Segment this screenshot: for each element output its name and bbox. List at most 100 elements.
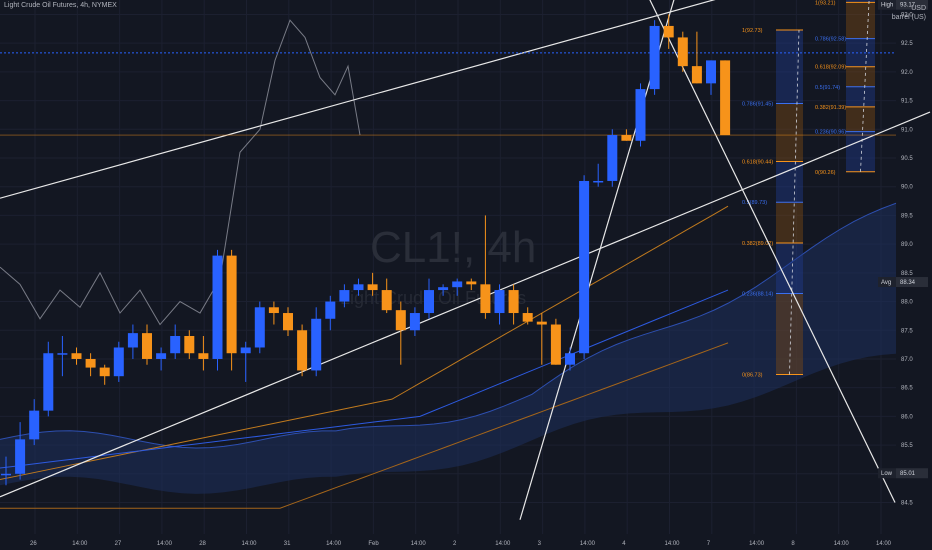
watermark-symbol: CL1!, 4h [370, 223, 536, 272]
fib-left-zone [776, 161, 803, 203]
channel-upper-line [0, 0, 716, 199]
moving-average-slow [0, 342, 729, 509]
price-tag-value: 85.01 [900, 471, 916, 477]
candle-body [15, 439, 26, 474]
fib-right-zone [846, 106, 875, 132]
time-tick-label: 8 [791, 541, 795, 547]
price-tick-label: 90.5 [901, 156, 913, 162]
ichimoku-cloud [0, 203, 896, 494]
currency-label: USD [911, 5, 926, 12]
candle-body [156, 353, 167, 359]
candle-body [677, 37, 688, 67]
indicator-bands [0, 19, 897, 509]
time-tick-label: 14:00 [326, 541, 342, 547]
price-tag-label-bg [878, 468, 896, 479]
candle-body [635, 89, 646, 141]
fib-right-level-label: 1(93.21) [815, 0, 836, 6]
fib-left-level-label: 0.786(91.45) [742, 101, 773, 107]
time-tick-label: 14:00 [157, 541, 173, 547]
time-tick-label: 14:00 [242, 541, 258, 547]
time-tick-label: 4 [622, 541, 626, 547]
overlay-line-grey [0, 19, 361, 326]
price-tag-value: 88.34 [900, 280, 916, 286]
chart-title: Light Crude Oil Futures, 4h, NYMEX [4, 2, 117, 9]
candle-body [170, 336, 181, 354]
time-tick-label: 14:00 [411, 541, 427, 547]
price-tick-label: 86.5 [901, 386, 913, 392]
time-axis: 26 14:00 27 14:00 28 14:00 31 14:00 Feb 14:00 2 14:… [30, 541, 892, 547]
time-tick-label: 14:00 [665, 541, 681, 547]
price-tick-label: 88.5 [901, 271, 913, 277]
fib-left-level-label: 1(92.73) [742, 28, 763, 34]
price-tag-label-bg [878, 0, 896, 10]
price-tag-label: Avg [881, 280, 891, 286]
price-tag-value: 93.17 [900, 3, 916, 9]
price-tags: High 93.17 Avg 88.34 Low 85.01 [878, 0, 928, 479]
price-tick-label: 91.0 [901, 127, 913, 133]
candle-body [29, 410, 40, 440]
time-tick-label: 2 [453, 541, 457, 547]
candle-body [452, 281, 463, 288]
time-tick-label: 14:00 [834, 541, 850, 547]
candle-body [508, 290, 519, 314]
fib-right-zone [846, 66, 875, 87]
candle-body [339, 290, 350, 302]
candle-body [353, 284, 364, 291]
candle-body [536, 321, 547, 325]
candle-body [565, 353, 575, 365]
time-tick-label: 14:00 [876, 541, 892, 547]
candle-body [43, 353, 54, 411]
fib-right-level-label: 0.5(91.74) [815, 85, 840, 91]
candle-body [127, 333, 138, 348]
fib-right-level-label: 0(90.26) [815, 170, 836, 176]
fib-right-trend-dashed [860, 0, 870, 172]
fib-right-zone [846, 86, 875, 107]
fib-left-zone [776, 103, 803, 162]
fib-left-level-label: 0.382(89.02) [742, 241, 773, 247]
fib-right-level-label: 0.786(92.58) [815, 37, 846, 43]
fib-left-level-label: 0(86.73) [742, 372, 763, 378]
price-tag-value-bg [896, 468, 928, 479]
candle-body [184, 336, 195, 354]
time-tick-label: 31 [284, 541, 291, 547]
candle-body [720, 60, 731, 136]
price-tick-label: 89.0 [901, 242, 913, 248]
time-tick-label: 7 [707, 541, 711, 547]
candle-body [649, 25, 660, 90]
candle-body [268, 307, 279, 314]
price-tick-label: 86.0 [901, 414, 913, 420]
candle-body [1, 473, 11, 476]
candle-body [466, 281, 477, 285]
fib-right-zone [846, 0, 875, 3]
candle-body [381, 290, 392, 311]
candles [1, 14, 731, 486]
candle-body [424, 290, 434, 314]
time-tick-label: 27 [115, 541, 122, 547]
candle-body [367, 284, 378, 291]
candle-body [522, 313, 533, 322]
currency-unit[interactable]: USD barrel (US) [892, 4, 926, 22]
price-axis: 93.593.092.592.091.591.090.590.089.589.0… [901, 12, 913, 506]
price-tick-label: 93.0 [901, 12, 913, 18]
candle-body [240, 347, 251, 354]
price-tick-label: 92.0 [901, 70, 913, 76]
time-tick-label: 28 [199, 541, 206, 547]
candle-body [550, 324, 561, 365]
fib-left-level-label: 0.236(88.14) [742, 292, 773, 298]
candle-body [226, 255, 237, 354]
price-tag-label: Low [881, 471, 893, 477]
price-tag-label-bg [878, 277, 896, 288]
candle-body [691, 66, 702, 84]
time-tick-label: 14:00 [72, 541, 88, 547]
candle-body [607, 135, 618, 181]
candle-body [325, 301, 336, 319]
price-tick-label: 89.5 [901, 213, 913, 219]
candle-body [212, 255, 223, 359]
price-tick-label: 85.5 [901, 443, 913, 449]
fib-left-zone [776, 202, 803, 243]
candle-body [254, 307, 265, 348]
candle-body [438, 287, 449, 291]
fib-right-level-label: 0.382(91.39) [815, 105, 846, 111]
price-tick-label: 87.5 [901, 328, 913, 334]
